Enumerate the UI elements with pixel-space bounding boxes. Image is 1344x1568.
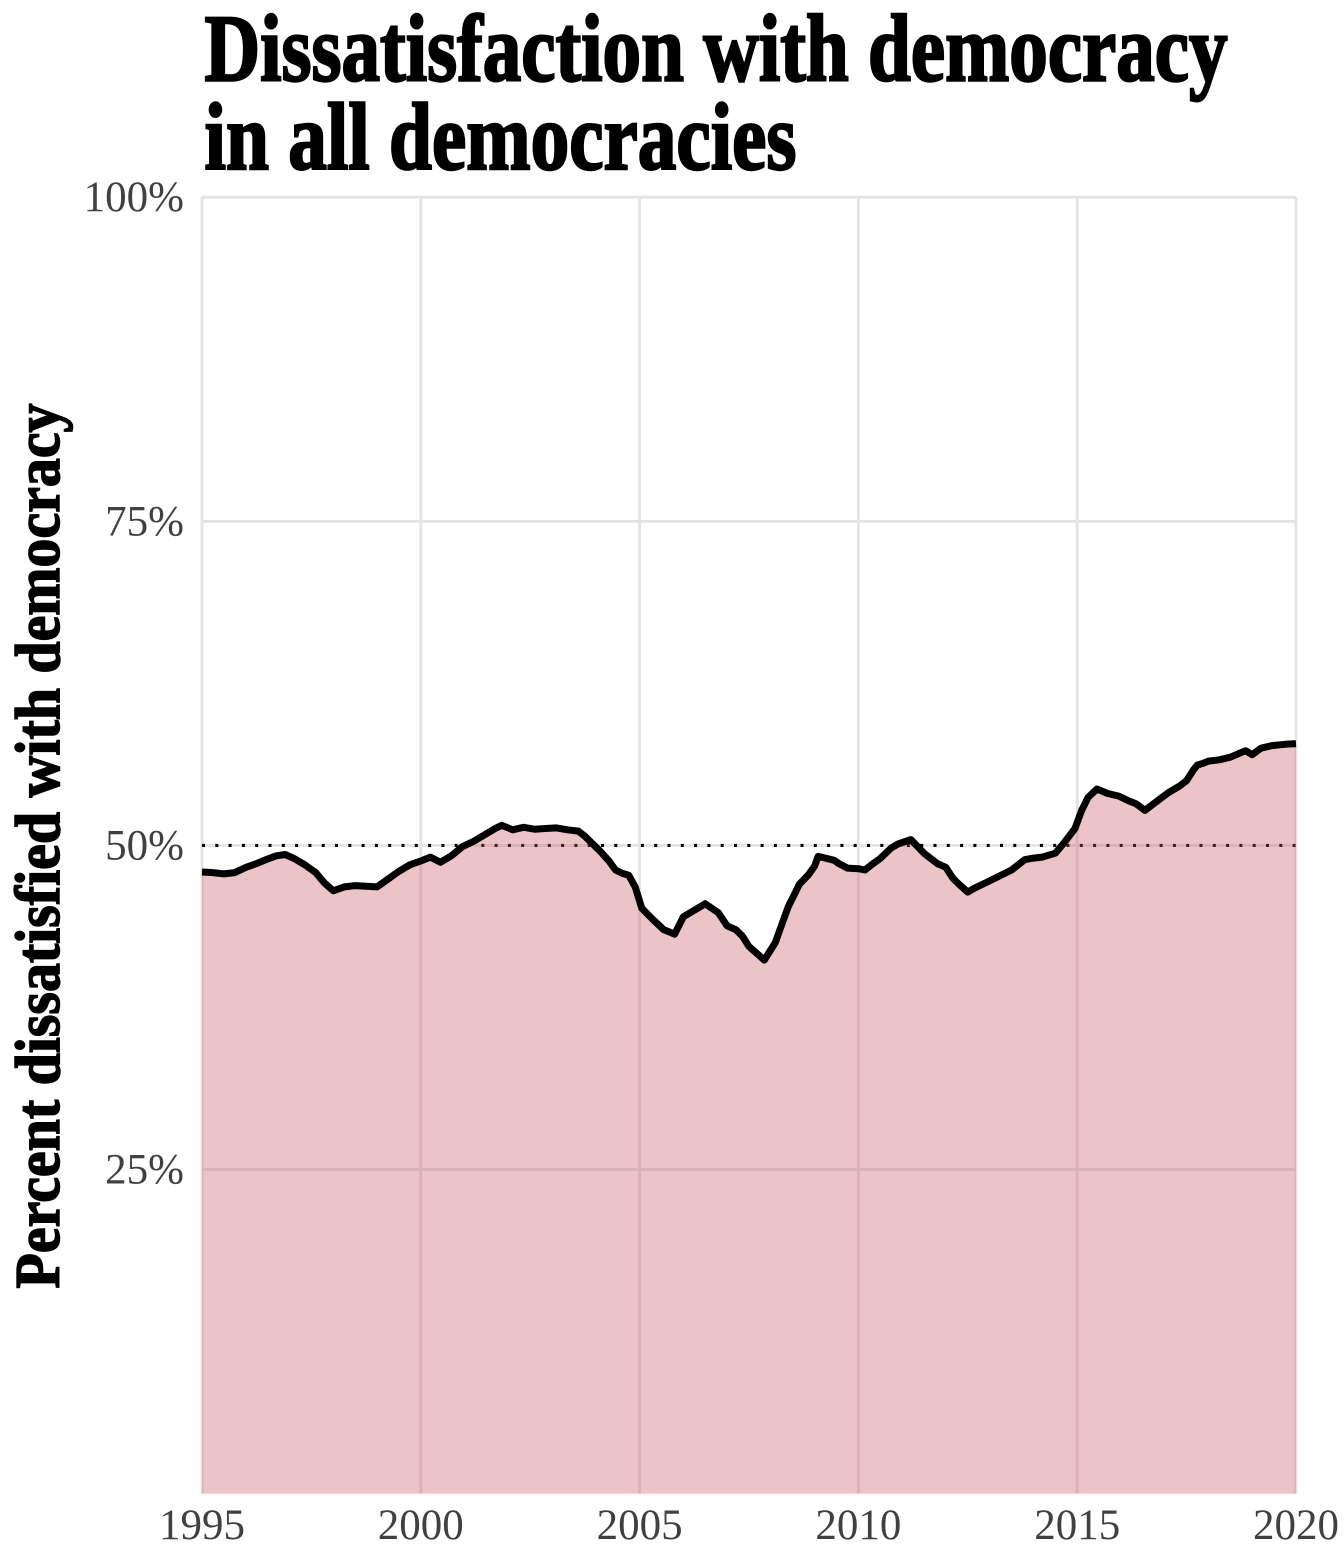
svg-text:2020: 2020	[1253, 1502, 1339, 1549]
svg-text:100%: 100%	[84, 174, 184, 221]
svg-text:75%: 75%	[105, 498, 184, 545]
svg-text:2005: 2005	[597, 1502, 683, 1549]
svg-text:25%: 25%	[105, 1147, 184, 1194]
svg-text:2015: 2015	[1034, 1502, 1120, 1549]
svg-text:2000: 2000	[378, 1502, 464, 1549]
svg-text:Dissatisfaction with democracy: Dissatisfaction with democracy	[205, 0, 1228, 101]
svg-text:Percent dissatisfied with demo: Percent dissatisfied with democracy	[3, 404, 73, 1289]
svg-text:50%: 50%	[105, 822, 184, 869]
svg-text:in all democracies: in all democracies	[205, 84, 797, 190]
svg-text:1995: 1995	[159, 1502, 245, 1549]
svg-text:2010: 2010	[815, 1502, 901, 1549]
